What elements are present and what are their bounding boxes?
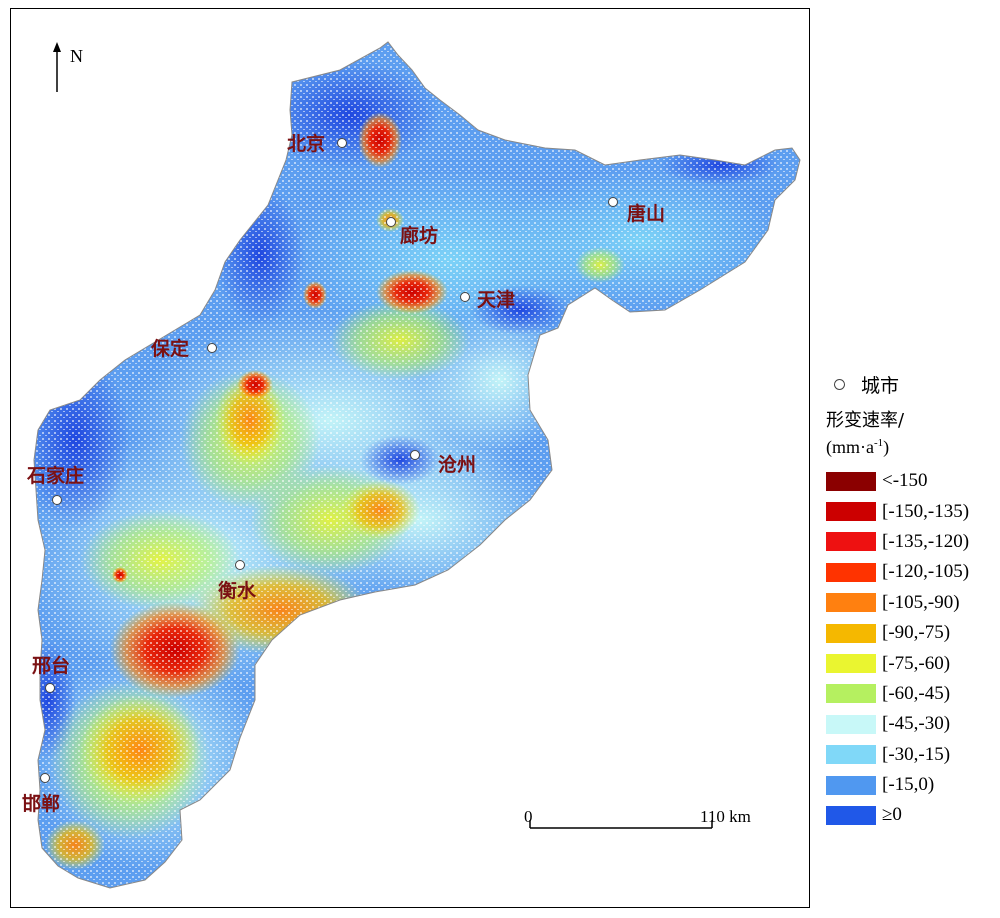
city-marker-icon xyxy=(40,773,50,783)
scale-start-label: 0 xyxy=(524,807,533,826)
legend-item: [-90,-75) xyxy=(826,618,996,648)
city-label: 邯郸 xyxy=(22,793,60,815)
legend-item: [-45,-30) xyxy=(826,709,996,739)
scale-bar: 0 110 km xyxy=(524,807,751,829)
city-label: 天津 xyxy=(477,288,515,311)
city-label: 北京 xyxy=(287,132,325,155)
legend-city-label: 城市 xyxy=(861,374,900,397)
legend-swatch xyxy=(826,562,876,582)
legend-title-line1: 形变速率/ xyxy=(826,410,905,431)
city-marker-icon xyxy=(235,560,245,570)
legend-item-label: [-105,-90) xyxy=(882,591,960,613)
city-label: 沧州 xyxy=(438,453,476,476)
city-label: 邢台 xyxy=(32,654,70,677)
legend-item-label: <-150 xyxy=(882,470,928,492)
legend-title-unit: (mm·a-1) xyxy=(826,437,890,457)
legend-swatch xyxy=(826,471,876,491)
legend-item: [-135,-120) xyxy=(826,527,996,557)
legend-city-entry: 城市 xyxy=(826,370,996,398)
legend-swatch xyxy=(826,654,876,674)
legend-swatch xyxy=(826,775,876,795)
legend-item-label: [-135,-120) xyxy=(882,530,970,552)
city-marker-icon xyxy=(207,343,217,353)
legend-swatch xyxy=(826,714,876,734)
legend-swatch xyxy=(826,502,876,522)
city-label: 衡水 xyxy=(218,579,257,602)
scale-end-label: 110 km xyxy=(700,807,751,826)
city-marker-icon xyxy=(52,495,62,505)
legend-item: ≥0 xyxy=(826,800,996,830)
legend-swatch xyxy=(826,684,876,704)
legend-swatch xyxy=(826,745,876,765)
legend: 城市 形变速率/ (mm·a-1) <-150 [-150,-135) [-135,… xyxy=(826,370,996,831)
legend-item-label: [-75,-60) xyxy=(882,652,951,674)
legend-item: [-75,-60) xyxy=(826,648,996,678)
legend-item: [-60,-45) xyxy=(826,679,996,709)
north-label: N xyxy=(70,46,83,66)
legend-item-label: [-120,-105) xyxy=(882,561,970,583)
legend-swatch xyxy=(826,593,876,613)
legend-item: [-30,-15) xyxy=(826,740,996,770)
city-marker-icon xyxy=(386,217,396,227)
legend-item: [-105,-90) xyxy=(826,588,996,618)
legend-item-label: [-15,0) xyxy=(882,774,935,796)
legend-item-label: [-90,-75) xyxy=(882,622,951,644)
legend-items: <-150 [-150,-135) [-135,-120) [-120,-105) [-… xyxy=(826,466,996,831)
city-marker-icon xyxy=(45,683,55,693)
city-label: 保定 xyxy=(150,337,189,360)
city-label: 石家庄 xyxy=(26,464,84,487)
legend-item-label: [-150,-135) xyxy=(882,500,970,522)
legend-item-label: [-30,-15) xyxy=(882,743,951,765)
legend-item-label: [-45,-30) xyxy=(882,713,951,735)
city-marker-icon xyxy=(460,292,470,302)
city-marker-icon xyxy=(410,450,420,460)
legend-item: [-15,0) xyxy=(826,770,996,800)
legend-swatch xyxy=(826,532,876,552)
legend-title: 形变速率/ (mm·a-1) xyxy=(826,410,996,458)
legend-item: <-150 xyxy=(826,466,996,496)
legend-item-label: ≥0 xyxy=(882,804,902,826)
city-label: 廊坊 xyxy=(400,224,438,247)
legend-item-label: [-60,-45) xyxy=(882,682,951,704)
city-marker-icon xyxy=(608,197,618,207)
legend-swatch xyxy=(826,623,876,643)
city-marker-icon xyxy=(337,138,347,148)
legend-swatch xyxy=(826,805,876,825)
legend-item: [-120,-105) xyxy=(826,557,996,587)
city-marker-icon xyxy=(834,378,845,390)
north-arrow: N xyxy=(53,42,83,92)
deformation-raster xyxy=(34,42,800,888)
legend-item: [-150,-135) xyxy=(826,496,996,526)
city-label: 唐山 xyxy=(627,202,665,225)
